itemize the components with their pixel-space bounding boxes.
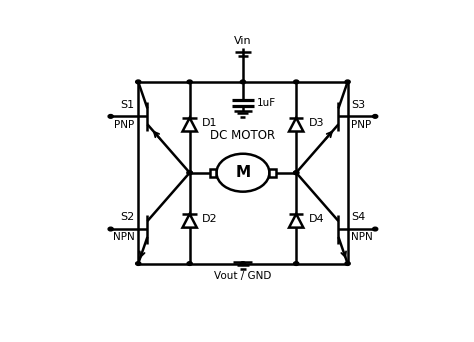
Text: PNP: PNP: [351, 120, 372, 130]
Text: Vin: Vin: [234, 36, 252, 46]
Polygon shape: [182, 118, 197, 131]
Circle shape: [373, 115, 378, 118]
Circle shape: [136, 262, 141, 265]
Text: NPN: NPN: [113, 232, 135, 242]
Circle shape: [187, 171, 192, 174]
Circle shape: [187, 80, 192, 84]
Circle shape: [293, 171, 299, 174]
Text: Vout / GND: Vout / GND: [214, 272, 272, 281]
Circle shape: [293, 171, 299, 174]
Text: M: M: [236, 165, 250, 180]
Text: 1uF: 1uF: [257, 98, 276, 108]
Circle shape: [187, 262, 192, 265]
Circle shape: [136, 80, 141, 84]
Text: S1: S1: [120, 100, 135, 110]
Polygon shape: [182, 214, 197, 228]
Circle shape: [293, 262, 299, 265]
Text: S4: S4: [351, 212, 365, 222]
Text: D2: D2: [202, 214, 218, 224]
Polygon shape: [289, 118, 303, 131]
Text: D3: D3: [309, 118, 324, 128]
Text: S2: S2: [120, 212, 135, 222]
FancyBboxPatch shape: [269, 169, 276, 177]
Circle shape: [108, 115, 113, 118]
Polygon shape: [289, 214, 303, 228]
Circle shape: [240, 80, 246, 84]
Text: S3: S3: [351, 100, 365, 110]
Text: PNP: PNP: [114, 120, 135, 130]
Circle shape: [108, 227, 113, 231]
Circle shape: [293, 80, 299, 84]
Text: D1: D1: [202, 118, 218, 128]
Circle shape: [240, 262, 246, 265]
Text: D4: D4: [309, 214, 325, 224]
Circle shape: [187, 171, 192, 174]
FancyBboxPatch shape: [210, 169, 217, 177]
Circle shape: [345, 80, 350, 84]
Circle shape: [373, 227, 378, 231]
Text: NPN: NPN: [351, 232, 373, 242]
Circle shape: [345, 262, 350, 265]
Text: DC MOTOR: DC MOTOR: [210, 129, 275, 142]
